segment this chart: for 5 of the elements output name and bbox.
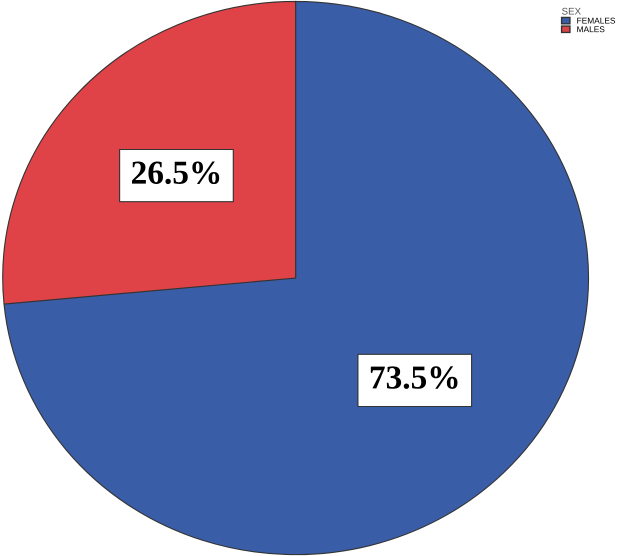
legend-title: SEX (562, 8, 581, 15)
data-label: 26.5% (132, 161, 220, 184)
legend-label: MALES (577, 26, 604, 32)
data-label: 73.5% (370, 366, 458, 389)
legend-label: FEMALES (577, 18, 616, 24)
